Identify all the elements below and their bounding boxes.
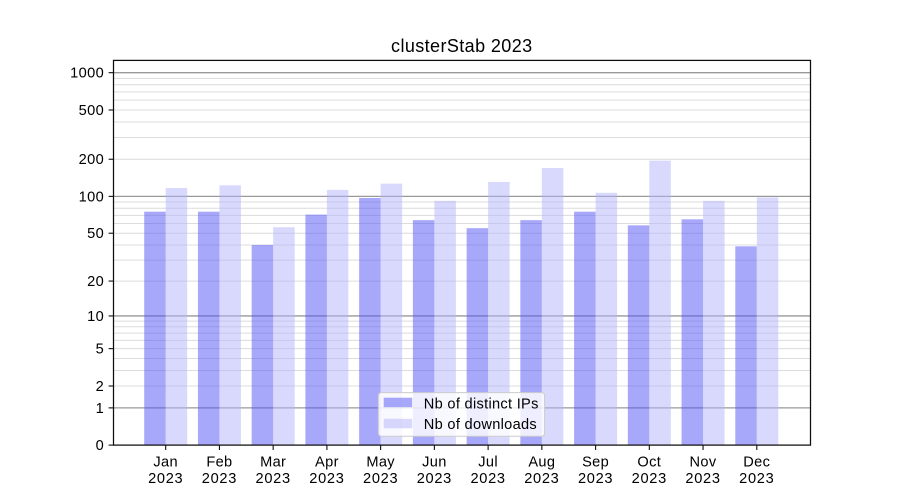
svg-text:2023: 2023	[309, 471, 344, 487]
svg-text:2: 2	[96, 379, 105, 395]
svg-text:2023: 2023	[632, 471, 667, 487]
svg-text:2023: 2023	[363, 471, 398, 487]
svg-text:2023: 2023	[470, 471, 505, 487]
svg-text:200: 200	[79, 152, 105, 168]
svg-text:Dec: Dec	[743, 455, 770, 471]
svg-text:50: 50	[87, 226, 104, 242]
svg-text:Jan: Jan	[153, 455, 178, 471]
svg-text:2023: 2023	[148, 471, 183, 487]
svg-text:5: 5	[96, 342, 105, 358]
svg-text:500: 500	[79, 103, 105, 119]
svg-text:2023: 2023	[202, 471, 237, 487]
svg-text:2023: 2023	[524, 471, 559, 487]
svg-text:2023: 2023	[685, 471, 720, 487]
svg-text:Jul: Jul	[478, 455, 498, 471]
svg-text:20: 20	[87, 274, 104, 290]
svg-text:Nov: Nov	[690, 455, 717, 471]
svg-text:Nb of downloads: Nb of downloads	[424, 417, 537, 433]
svg-text:2023: 2023	[417, 471, 452, 487]
svg-text:clusterStab 2023: clusterStab 2023	[391, 36, 533, 56]
svg-text:2023: 2023	[578, 471, 613, 487]
svg-text:Apr: Apr	[315, 455, 339, 471]
svg-text:0: 0	[96, 438, 105, 454]
svg-text:Aug: Aug	[528, 455, 555, 471]
svg-text:Jun: Jun	[422, 455, 447, 471]
svg-text:100: 100	[79, 189, 105, 205]
svg-text:1: 1	[96, 401, 105, 417]
svg-text:May: May	[366, 455, 395, 471]
svg-text:Feb: Feb	[206, 455, 232, 471]
svg-text:Sep: Sep	[582, 455, 609, 471]
svg-text:2023: 2023	[256, 471, 291, 487]
svg-text:Oct: Oct	[637, 455, 661, 471]
svg-text:Mar: Mar	[260, 455, 286, 471]
svg-text:1000: 1000	[70, 66, 104, 82]
svg-text:10: 10	[87, 309, 104, 325]
svg-text:2023: 2023	[739, 471, 774, 487]
svg-text:Nb of distinct IPs: Nb of distinct IPs	[424, 396, 539, 412]
